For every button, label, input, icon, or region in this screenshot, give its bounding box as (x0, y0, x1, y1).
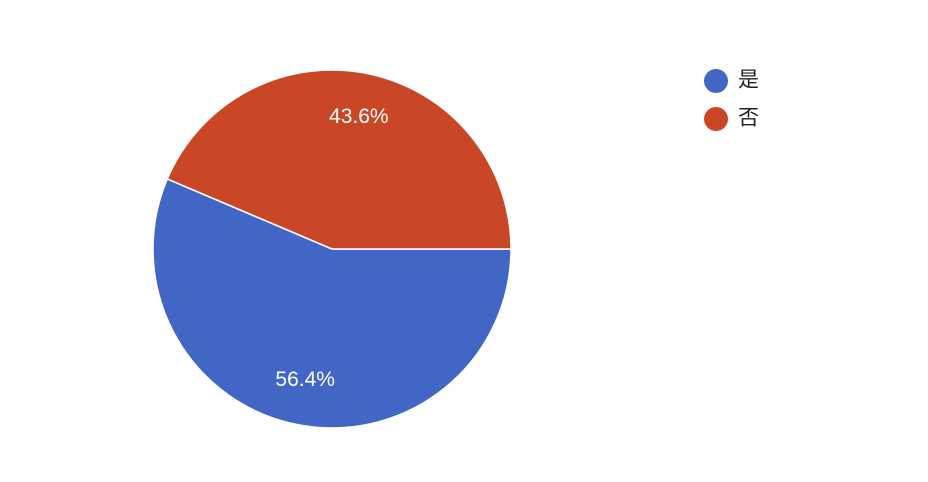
legend-label: 是 (738, 69, 759, 92)
legend-marker (704, 69, 728, 93)
legend-label: 否 (738, 107, 759, 130)
pie-slice (166, 69, 512, 250)
slice-label: 43.6% (329, 105, 389, 128)
slice-label: 56.4% (275, 368, 335, 391)
legend-marker (704, 107, 728, 131)
pie-slice (152, 177, 512, 429)
